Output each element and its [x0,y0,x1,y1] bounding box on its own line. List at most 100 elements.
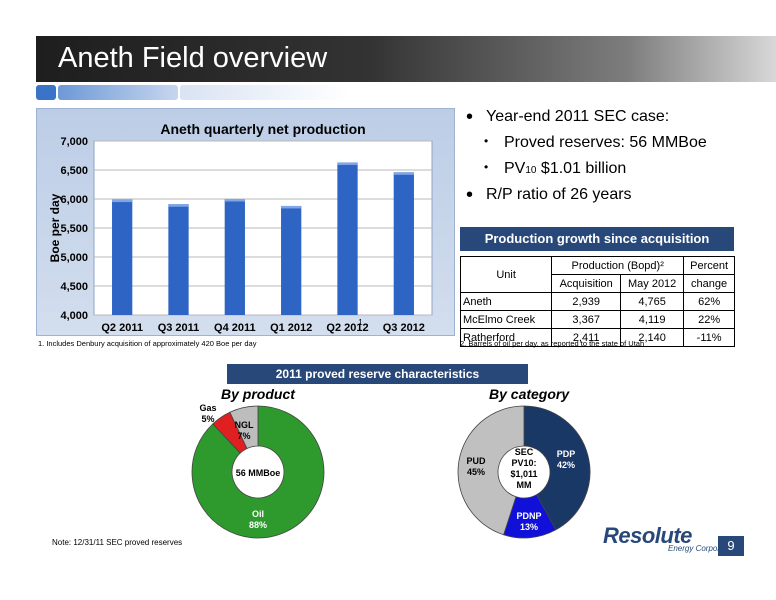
bar [393,172,414,315]
note-text: Note: 12/31/11 SEC proved reserves [52,538,183,547]
cell-may: 4,119 [620,310,685,329]
header-may-2012: May 2012 [620,274,685,293]
pie-center-label: SEC [515,447,534,457]
slice-value-label: 45% [467,467,485,477]
bullet-text-pv: PV [504,160,526,177]
slice-label: PDNP [516,511,541,521]
by-product-heading: By product [221,386,295,402]
bar-top-highlight [337,162,358,165]
accent-bar [36,85,56,100]
y-tick-label: 4,500 [60,281,88,293]
bar [337,162,358,315]
bar [224,199,245,315]
bar [112,199,133,315]
production-chart: 4,000 4,500 5,000 5,500 6,000 6,500 7,000 Q2 20… [36,108,455,336]
bullet-item: • R/P ratio of 26 years [466,184,632,206]
slice-value-label: 7% [237,431,250,441]
bullet-text-value: $1.01 billion [536,160,627,177]
pie-center-label: $1,011 [510,469,537,479]
slice-label: PDP [557,449,576,459]
sub-bullet-item: • PV10 $1.01 billion [484,160,627,177]
cell-percent: 22% [683,310,735,329]
bar [281,205,302,315]
bar-top-highlight [112,199,133,203]
production-chart-svg: 4,000 4,500 5,000 5,500 6,000 6,500 7,000 Q2 20… [48,121,433,334]
x-tick-label: Q4 2011 [214,322,256,334]
x-tick-label: Q2 2011 [101,322,143,334]
bullet-text: Year-end 2011 SEC case: [486,108,670,125]
bar-top-highlight [393,172,414,175]
y-tick-label: 6,000 [60,194,88,206]
cell-unit: McElmo Creek [459,310,553,329]
pie-center-label: 56 MMBoe [236,468,281,478]
y-tick-label: 5,000 [60,252,88,264]
header-acquisition: Acquisition [551,274,622,293]
title-bar: Aneth Field overview [36,36,776,82]
growth-table: Unit Production (Bopd)² Percent Acquisit… [459,256,735,347]
x-tick-label: Q3 2012 [383,322,425,334]
header-percent: Percent [683,256,735,275]
pie-slice [457,405,525,536]
y-tick-label: 6,500 [60,165,88,177]
header-change: change [683,274,735,293]
accent-bar [180,85,350,100]
cell-percent: -11% [683,328,735,347]
slice-value-label: 5% [201,414,214,424]
sub-bullet-item: • Proved reserves: 56 MMBoe [484,134,707,151]
bullet-list: • Year-end 2011 SEC case: • Proved reserve… [462,106,762,212]
bar [168,204,189,315]
table-row: Aneth 2,939 4,765 62% [459,292,735,311]
x-tick-label: Q3 2011 [158,322,200,334]
company-logo: Resolute [603,523,692,548]
company-logo-tagline: Energy Corporation [668,544,738,553]
accent-bar [58,85,178,100]
cell-unit: Ratherford [459,328,553,347]
bullet-subscript: 10 [525,165,537,176]
table-header-row: Unit Production (Bopd)² Percent [459,256,735,293]
y-axis-label: Boe per day [48,193,62,262]
bar-annotation: 1 [358,318,363,327]
table-header-row: Acquisition May 2012 change [461,274,735,293]
header-production: Production (Bopd)² [551,256,685,275]
cell-acquisition: 3,367 [551,310,622,329]
growth-table-title: Production growth since acquisition [460,227,734,251]
table-row: Ratherford 2,411 2,140 -11% [459,328,735,347]
bar-top-highlight [224,199,245,202]
cell-unit: Aneth [459,292,553,311]
slice-value-label: 13% [520,522,538,532]
cell-may: 2,140 [620,328,685,347]
header-unit: Unit [459,256,553,293]
y-tick-label: 7,000 [60,136,88,148]
slide-title: Aneth Field overview [58,42,328,74]
pie-slice [191,405,325,539]
bar-top-highlight [281,205,302,209]
pie-center-label: MM [517,480,532,490]
cell-acquisition: 2,411 [551,328,622,347]
slice-label: NGL [235,420,255,430]
y-tick-label: 5,500 [60,223,88,235]
x-tick-label: Q2 2012 [326,322,368,334]
x-tick-label: Q1 2012 [270,322,312,334]
table-row: McElmo Creek 3,367 4,119 22% [459,310,735,329]
by-category-heading: By category [489,386,570,402]
bar-top-highlight [168,204,189,207]
slice-value-label: 88% [249,520,267,530]
cell-may: 4,765 [620,292,685,311]
cell-acquisition: 2,939 [551,292,622,311]
cell-percent: 62% [683,292,735,311]
footnote-1: 1. Includes Denbury acquisition of appro… [38,339,257,348]
pie-center-label: PV10: [511,458,536,468]
pie-slice [229,405,259,450]
chart-title: Aneth quarterly net production [160,121,365,137]
bullet-text: Proved reserves: 56 MMBoe [504,134,707,151]
pie-slice [523,405,591,531]
page-number: 9 [718,536,744,556]
slice-label: Oil [252,509,264,519]
slice-value-label: 42% [557,460,575,470]
reserve-section-title: 2011 proved reserve characteristics [227,364,528,384]
slice-label: PUD [466,456,486,466]
y-tick-label: 4,000 [60,310,88,322]
bullet-item: • Year-end 2011 SEC case: [466,106,670,128]
